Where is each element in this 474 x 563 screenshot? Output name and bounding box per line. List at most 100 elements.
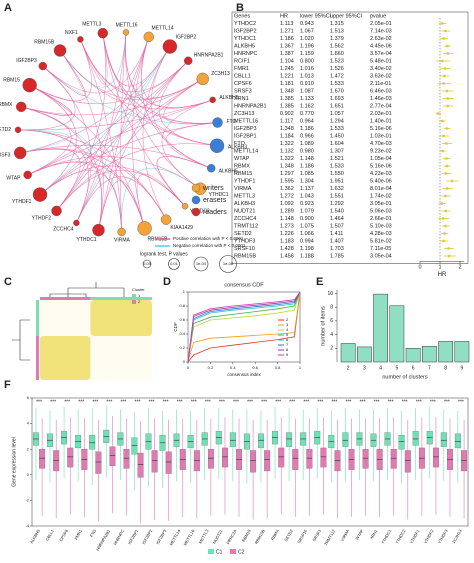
table-cell: 0.980 — [300, 148, 314, 154]
table-cell: 1.550 — [330, 171, 344, 177]
legend-label: readers — [203, 209, 227, 216]
x-tick-label: 0.4 — [230, 365, 236, 370]
table-cell: YTHDF1 — [234, 178, 255, 184]
node — [137, 221, 152, 236]
table-cell: 7.14e-03 — [370, 28, 392, 34]
cdf-line — [187, 291, 301, 363]
table-cell: 1.181 — [280, 81, 294, 87]
table-cell: 1.46e-03 — [370, 96, 392, 102]
significance: *** — [275, 399, 281, 405]
y-axis-label: CDF — [173, 322, 178, 331]
box — [278, 447, 285, 468]
table-cell: 0.770 — [300, 111, 314, 117]
cdf-line — [187, 291, 301, 363]
table-cell: 2.05e-01 — [370, 21, 392, 27]
table-cell: 1.148 — [300, 156, 314, 162]
table-cell: 1.137 — [300, 186, 314, 192]
hr-point — [447, 247, 450, 250]
edge — [18, 99, 213, 131]
y-tick-label: 0 — [183, 359, 186, 364]
hr-point — [447, 254, 451, 258]
legend-swatch — [230, 549, 236, 554]
hr-point — [442, 239, 445, 243]
x-tick-label: 3 — [363, 365, 366, 371]
table-cell: SRSF10 — [234, 246, 255, 252]
x-tick-label: 1 — [438, 265, 441, 271]
hr-point — [442, 37, 445, 40]
legend-label: 0.01 — [170, 261, 179, 266]
table-cell: 5.48e-01 — [370, 58, 392, 64]
edge — [151, 46, 212, 169]
table-cell: 1.104 — [280, 58, 294, 64]
table-cell: METTL14 — [234, 148, 258, 154]
y-tick-label: 0.6 — [179, 317, 185, 322]
table-cell: 1.507 — [330, 223, 344, 229]
edge — [21, 106, 102, 231]
table-cell: 1.703 — [330, 246, 344, 252]
edge — [80, 39, 189, 93]
cluster-bar — [36, 336, 39, 380]
edge — [21, 78, 203, 116]
node-label: ALKBH5 — [219, 168, 238, 174]
edge — [21, 106, 72, 176]
node — [32, 187, 48, 202]
table-cell: 5.06e-03 — [370, 208, 392, 214]
legend-swatch — [132, 300, 136, 304]
legend-label: 5 — [286, 332, 289, 337]
x-tick-label: CBLL1 — [44, 528, 55, 542]
node — [143, 31, 154, 43]
table-cell: YTHDF3 — [234, 238, 255, 244]
table-cell: 1.407 — [330, 238, 344, 244]
y-tick-label: 10 — [327, 291, 333, 297]
node-label: RBMX — [0, 102, 13, 108]
significance: *** — [458, 399, 464, 405]
significance: *** — [261, 399, 267, 405]
significance: *** — [163, 399, 169, 405]
table-header: upper 95%CI — [330, 13, 363, 19]
node — [23, 170, 32, 180]
node — [160, 214, 172, 225]
box — [95, 451, 102, 474]
hr-point — [443, 74, 446, 78]
edge — [59, 50, 203, 100]
x-tick-label: 0 — [187, 365, 190, 370]
table-cell: SRSF3 — [234, 88, 252, 94]
table-cell: IGF2BP3 — [234, 126, 257, 132]
edge — [29, 39, 92, 102]
edge — [42, 36, 150, 94]
table-cell: 1.294 — [330, 118, 344, 124]
table-cell: 1.307 — [330, 148, 344, 154]
node — [73, 219, 80, 227]
node — [117, 227, 126, 237]
hr-point — [446, 104, 449, 108]
box — [137, 452, 144, 478]
size-swatch — [168, 258, 180, 270]
table-cell: 2.66e-01 — [370, 216, 392, 222]
edge — [80, 39, 218, 147]
hr-point — [444, 172, 448, 175]
table-cell: NUDT21 — [234, 208, 255, 214]
table-cell: 2.77e-04 — [370, 103, 392, 109]
table-cell: 1.089 — [300, 141, 314, 147]
legend-label: 2 — [138, 299, 141, 304]
hr-point — [444, 29, 447, 33]
significance: *** — [135, 399, 141, 405]
x-axis-label: number of clusters — [382, 374, 427, 380]
box — [342, 432, 349, 447]
table-cell: 1.322 — [280, 156, 294, 162]
edge — [42, 50, 86, 96]
table-cell: 3.57e-04 — [370, 51, 392, 57]
table-cell: 8.01e-04 — [370, 186, 392, 192]
table-cell: 1.196 — [300, 43, 314, 49]
legend-swatch — [191, 183, 201, 193]
edge — [21, 84, 73, 116]
edge — [56, 143, 218, 212]
edge — [102, 33, 186, 207]
hr-point — [441, 119, 444, 123]
significance: *** — [444, 399, 450, 405]
legend-label: 2 — [286, 317, 289, 322]
edge — [76, 32, 127, 224]
table-cell: 2.63e-02 — [370, 36, 392, 42]
table-cell: 1.40e-01 — [370, 118, 392, 124]
table-cell: 1.74e-02 — [370, 193, 392, 199]
